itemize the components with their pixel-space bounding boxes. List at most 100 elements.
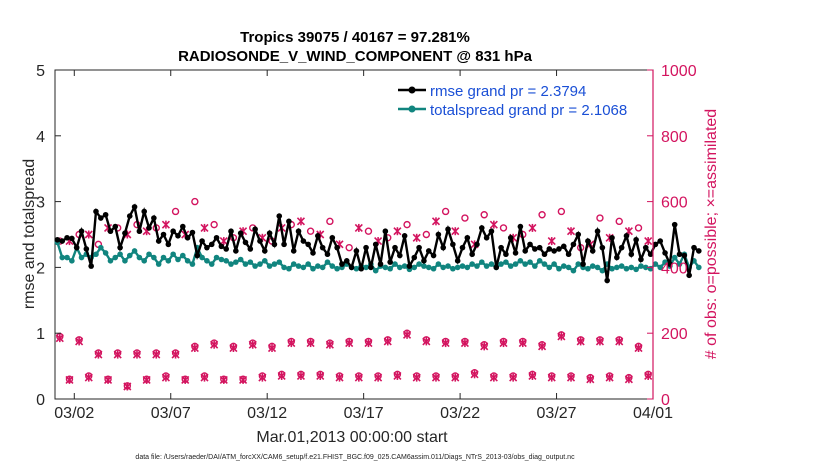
obs-assimilated-marker — [644, 237, 653, 246]
series-point — [657, 264, 664, 271]
series-point — [247, 259, 254, 265]
obs-assimilated-marker — [412, 373, 421, 382]
series-point — [565, 264, 572, 271]
series-point — [642, 264, 649, 271]
series-point — [638, 256, 644, 263]
y-left-tick-label: 5 — [36, 63, 45, 80]
y-axis-left-label: rmse and totalspread — [21, 159, 38, 309]
series-point — [536, 244, 543, 251]
obs-assimilated-marker — [480, 342, 489, 351]
series-point — [353, 265, 360, 272]
x-tick-label: 03/07 — [151, 405, 191, 422]
series-point — [406, 263, 413, 269]
series-point — [478, 225, 485, 231]
obs-assimilated-marker — [615, 337, 624, 346]
series-point — [536, 258, 543, 264]
series-point — [474, 263, 480, 269]
series-point — [300, 264, 307, 271]
legend-marker-spread — [408, 105, 416, 113]
series-point — [377, 261, 384, 267]
series-point — [122, 230, 128, 236]
series-point — [618, 244, 625, 251]
series-point — [450, 241, 456, 248]
y-right-tick-label: 800 — [661, 129, 688, 146]
series-point — [319, 244, 326, 251]
series-point — [107, 258, 114, 264]
obs-assimilated-marker — [431, 217, 441, 226]
series-point — [372, 267, 379, 274]
series-point — [98, 244, 104, 251]
series-point — [551, 261, 557, 267]
series-point — [474, 241, 480, 248]
obs-possible-marker — [210, 220, 218, 229]
series-point — [401, 233, 408, 239]
series-layer — [54, 203, 702, 284]
obs-assimilated-marker — [171, 350, 180, 359]
series-point — [208, 261, 215, 267]
y-left-tick-label: 4 — [36, 129, 45, 146]
series-point — [126, 252, 133, 259]
series-point — [647, 251, 654, 258]
obs-possible-marker — [441, 207, 450, 216]
x-axis-label: Mar.01,2013 00:00:00 start — [256, 429, 448, 446]
y-right-tick-label: 1000 — [661, 63, 697, 80]
obs-assimilated-marker — [489, 373, 498, 382]
series-point — [681, 252, 688, 259]
obs-possible-marker — [191, 197, 199, 206]
y-left-tick-label: 3 — [36, 195, 45, 212]
series-point — [112, 223, 119, 230]
obs-assimilated-marker — [287, 339, 296, 348]
obs-possible-marker — [557, 207, 566, 216]
series-point — [223, 258, 230, 264]
series-point — [614, 264, 620, 271]
series-point — [416, 261, 422, 267]
obs-assimilated-marker — [566, 373, 576, 382]
series-point — [560, 243, 567, 250]
series-point — [213, 234, 220, 241]
obs-assimilated-marker — [624, 375, 633, 384]
obs-assimilated-marker — [566, 227, 576, 236]
series-point — [199, 238, 205, 244]
series-point — [532, 246, 538, 252]
series-point — [343, 258, 350, 264]
obs-layer — [55, 197, 653, 391]
series-point — [464, 234, 471, 241]
series-point — [237, 230, 244, 236]
series-point — [204, 244, 210, 251]
series-point — [599, 244, 606, 251]
obs-assimilated-marker — [190, 343, 199, 353]
series-point — [397, 252, 403, 259]
series-point — [488, 228, 495, 235]
series-point — [102, 211, 109, 218]
obs-assimilated-marker — [200, 373, 209, 382]
series-point — [160, 231, 167, 238]
series-point — [242, 261, 249, 267]
obs-assimilated-marker — [451, 373, 460, 382]
y-left-tick-label: 1 — [36, 326, 45, 343]
series-point — [633, 236, 639, 243]
series-point — [609, 265, 615, 272]
series-point — [585, 238, 591, 244]
series-point — [155, 261, 162, 267]
series-point — [546, 264, 553, 271]
series-point — [78, 228, 85, 235]
series-point — [488, 261, 495, 267]
series-point — [421, 263, 427, 269]
series-point — [165, 241, 172, 248]
series-point — [459, 263, 466, 269]
series-point — [286, 218, 292, 225]
series-point — [493, 264, 500, 271]
series-point — [78, 254, 85, 261]
series-point — [421, 258, 427, 264]
series-point — [527, 259, 533, 265]
y-axis-right: 0 200 400 600 800 1000 — [647, 63, 697, 409]
series-point — [218, 243, 225, 250]
series-point — [54, 236, 61, 243]
series-point — [59, 238, 66, 244]
series-point — [286, 265, 292, 272]
series-point — [483, 234, 490, 241]
series-point — [387, 265, 393, 272]
series-point — [469, 261, 475, 267]
series-point — [425, 264, 432, 271]
series-point — [310, 265, 316, 272]
